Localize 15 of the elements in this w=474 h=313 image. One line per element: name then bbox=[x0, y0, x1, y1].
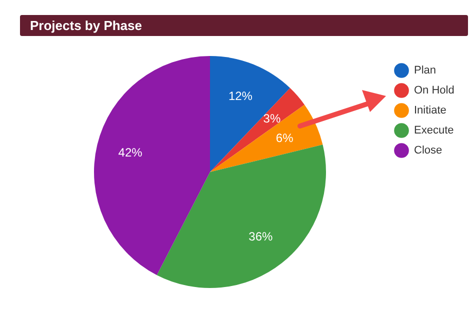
data-label: 3% bbox=[263, 111, 281, 126]
data-label: 36% bbox=[248, 229, 274, 244]
legend-label: Close bbox=[414, 144, 442, 156]
chart-title: Projects by Phase bbox=[20, 15, 468, 36]
legend-label: On Hold bbox=[414, 84, 454, 96]
legend-label: Initiate bbox=[414, 104, 446, 116]
legend-label: Plan bbox=[414, 64, 436, 76]
data-label: 6% bbox=[276, 130, 294, 145]
pie-slice bbox=[210, 104, 323, 172]
pie-slice bbox=[156, 144, 326, 288]
pie-slice bbox=[210, 88, 304, 172]
legend-label: Execute bbox=[414, 124, 454, 136]
data-label: 12% bbox=[228, 88, 253, 103]
data-label: 42% bbox=[118, 146, 143, 160]
pie-slice bbox=[94, 56, 210, 276]
